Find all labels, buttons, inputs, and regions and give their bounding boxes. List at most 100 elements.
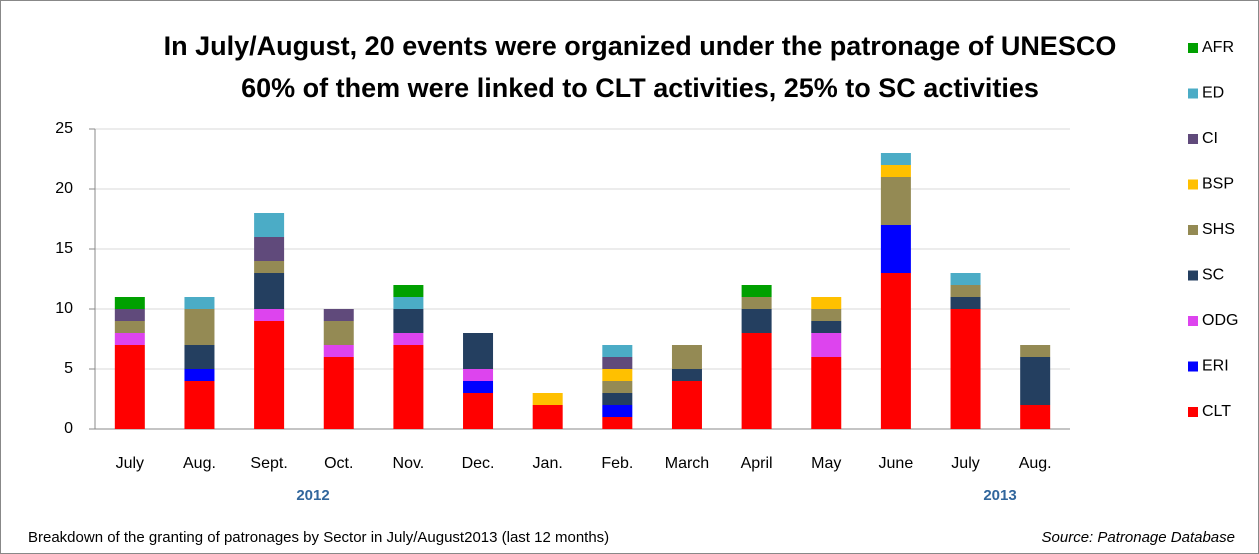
- caption: Breakdown of the granting of patronages …: [28, 529, 609, 546]
- bar-segment: [254, 321, 285, 429]
- x-tick-label: Sept.: [250, 455, 287, 472]
- bar-segment: [114, 297, 145, 309]
- bar-segment: [184, 309, 215, 345]
- bar-segment: [323, 345, 354, 357]
- bar-segment: [1020, 357, 1051, 405]
- bar-segment: [532, 405, 563, 429]
- y-tick-label: 20: [55, 180, 73, 197]
- bar-segment: [811, 309, 842, 321]
- bar-segment: [880, 225, 911, 273]
- x-tick-label: April: [741, 455, 773, 472]
- legend-swatch: [1188, 407, 1198, 417]
- bar-segment: [393, 345, 424, 429]
- bar-segment: [114, 345, 145, 429]
- x-tick-label: May: [811, 455, 841, 472]
- bar-segment: [671, 345, 702, 369]
- y-tick-label: 10: [55, 300, 73, 317]
- y-tick-label: 5: [64, 360, 73, 377]
- bar-segment: [880, 177, 911, 225]
- bar-segment: [811, 333, 842, 357]
- bar-segment: [254, 237, 285, 261]
- legend-label: ODG: [1202, 312, 1238, 329]
- bar-segment: [602, 381, 633, 393]
- x-tick-label: Oct.: [324, 455, 353, 472]
- legend-label: CI: [1202, 130, 1218, 147]
- legend-label: ED: [1202, 85, 1224, 102]
- x-tick-label: Feb.: [601, 455, 633, 472]
- legend-swatch: [1188, 316, 1198, 326]
- x-tick-label: Nov.: [393, 455, 425, 472]
- x-tick-label: Aug.: [1019, 455, 1052, 472]
- legend-swatch: [1188, 225, 1198, 235]
- bar-segment: [950, 309, 981, 429]
- legend-label: AFR: [1202, 39, 1234, 56]
- x-tick-label: June: [879, 455, 914, 472]
- bar-segment: [393, 297, 424, 309]
- year-label: 2012: [296, 487, 329, 504]
- bar-segment: [1020, 405, 1051, 429]
- bar-segment: [950, 297, 981, 309]
- bar-segment: [393, 285, 424, 297]
- bar-segment: [393, 333, 424, 345]
- legend-swatch: [1188, 134, 1198, 144]
- legend-swatch: [1188, 88, 1198, 99]
- bar-segment: [463, 369, 494, 381]
- bar-segment: [741, 285, 772, 297]
- bar-segment: [811, 297, 842, 309]
- bar-segment: [184, 369, 215, 381]
- bar-segment: [950, 285, 981, 297]
- bar-segment: [602, 345, 633, 357]
- x-tick-label: July: [116, 455, 144, 472]
- bar-segment: [602, 405, 633, 417]
- bar-segment: [254, 213, 285, 237]
- bar-segment: [602, 369, 633, 381]
- bar-segment: [671, 369, 702, 381]
- x-tick-label: July: [951, 455, 979, 472]
- bar-segment: [323, 321, 354, 345]
- legend-label: ERI: [1202, 358, 1229, 375]
- bar-segment: [114, 321, 145, 333]
- bar-segment: [184, 381, 215, 429]
- bar-segment: [880, 273, 911, 429]
- y-tick-label: 0: [64, 420, 73, 437]
- bar-segment: [184, 345, 215, 369]
- bar-segment: [811, 357, 842, 429]
- legend-swatch: [1188, 179, 1198, 190]
- bar-segment: [254, 273, 285, 309]
- bar-segment: [184, 297, 215, 309]
- x-tick-label: March: [665, 455, 709, 472]
- bar-segment: [741, 333, 772, 429]
- x-tick-label: Jan.: [533, 455, 563, 472]
- chart-title: In July/August, 20 events were organized…: [164, 31, 1117, 61]
- bar-segment: [323, 309, 354, 321]
- legend-label: BSP: [1202, 176, 1234, 193]
- x-tick-label: Aug.: [183, 455, 216, 472]
- bar-segment: [532, 393, 563, 405]
- bar-segment: [602, 417, 633, 429]
- bar-segment: [393, 309, 424, 333]
- bar-segment: [1020, 345, 1051, 357]
- bar-segment: [254, 309, 285, 321]
- chart-title: 60% of them were linked to CLT activitie…: [241, 73, 1039, 103]
- bar-segment: [323, 357, 354, 429]
- bar-segment: [463, 333, 494, 369]
- bar-segment: [880, 165, 911, 177]
- legend-label: SC: [1202, 267, 1224, 284]
- bar-segment: [811, 321, 842, 333]
- bar-segment: [463, 393, 494, 429]
- bar-segment: [114, 309, 145, 321]
- legend-swatch: [1188, 270, 1198, 281]
- bar-segment: [880, 153, 911, 165]
- bar-segment: [741, 297, 772, 309]
- y-tick-label: 15: [55, 240, 73, 257]
- x-tick-label: Dec.: [462, 455, 495, 472]
- bar-segment: [254, 261, 285, 273]
- bar-segment: [114, 333, 145, 345]
- bar-segment: [671, 381, 702, 429]
- y-tick-label: 25: [55, 120, 73, 137]
- year-label: 2013: [983, 487, 1016, 504]
- bar-segment: [602, 393, 633, 405]
- legend-label: CLT: [1202, 403, 1231, 420]
- legend-swatch: [1188, 361, 1198, 372]
